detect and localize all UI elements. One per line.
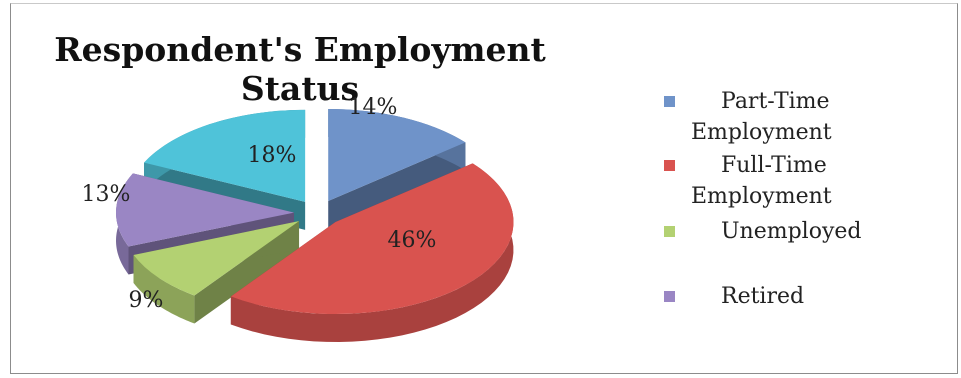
- legend-item-full-time: Full-Time Employment: [656, 150, 916, 212]
- legend-item-retired: Retired: [656, 281, 916, 312]
- legend-swatch-part-time: [664, 96, 675, 107]
- legend-label-full-time-2: Employment: [691, 184, 832, 209]
- pie-label-unemployed: 9%: [129, 288, 164, 313]
- legend-label-unemployed: Unemployed: [721, 219, 862, 244]
- chart-title: Respondent's Employment Status: [54, 30, 546, 108]
- pie-slice-full-time: [230, 163, 514, 343]
- legend-item-unemployed: Unemployed: [656, 216, 916, 247]
- legend-label-retired: Retired: [721, 284, 805, 309]
- legend-label-part-time-2: Employment: [691, 120, 832, 145]
- pie-label-other: 18%: [248, 143, 297, 168]
- legend-label-full-time: Full-Time: [721, 153, 827, 178]
- pie-label-part-time: 14%: [349, 95, 398, 120]
- pie-label-full-time: 46%: [388, 228, 437, 253]
- pie-slice-unemployed: [133, 221, 300, 324]
- legend: Part-Time Employment Full-Time Employmen…: [656, 86, 916, 312]
- legend-swatch-retired: [664, 291, 675, 302]
- pie-label-retired: 13%: [82, 182, 131, 207]
- legend-label-part-time: Part-Time: [721, 89, 830, 114]
- pie-slice-part-time: [328, 109, 466, 230]
- legend-swatch-full-time: [664, 160, 675, 171]
- legend-swatch-unemployed: [664, 226, 675, 237]
- legend-item-part-time: Part-Time Employment: [656, 86, 916, 148]
